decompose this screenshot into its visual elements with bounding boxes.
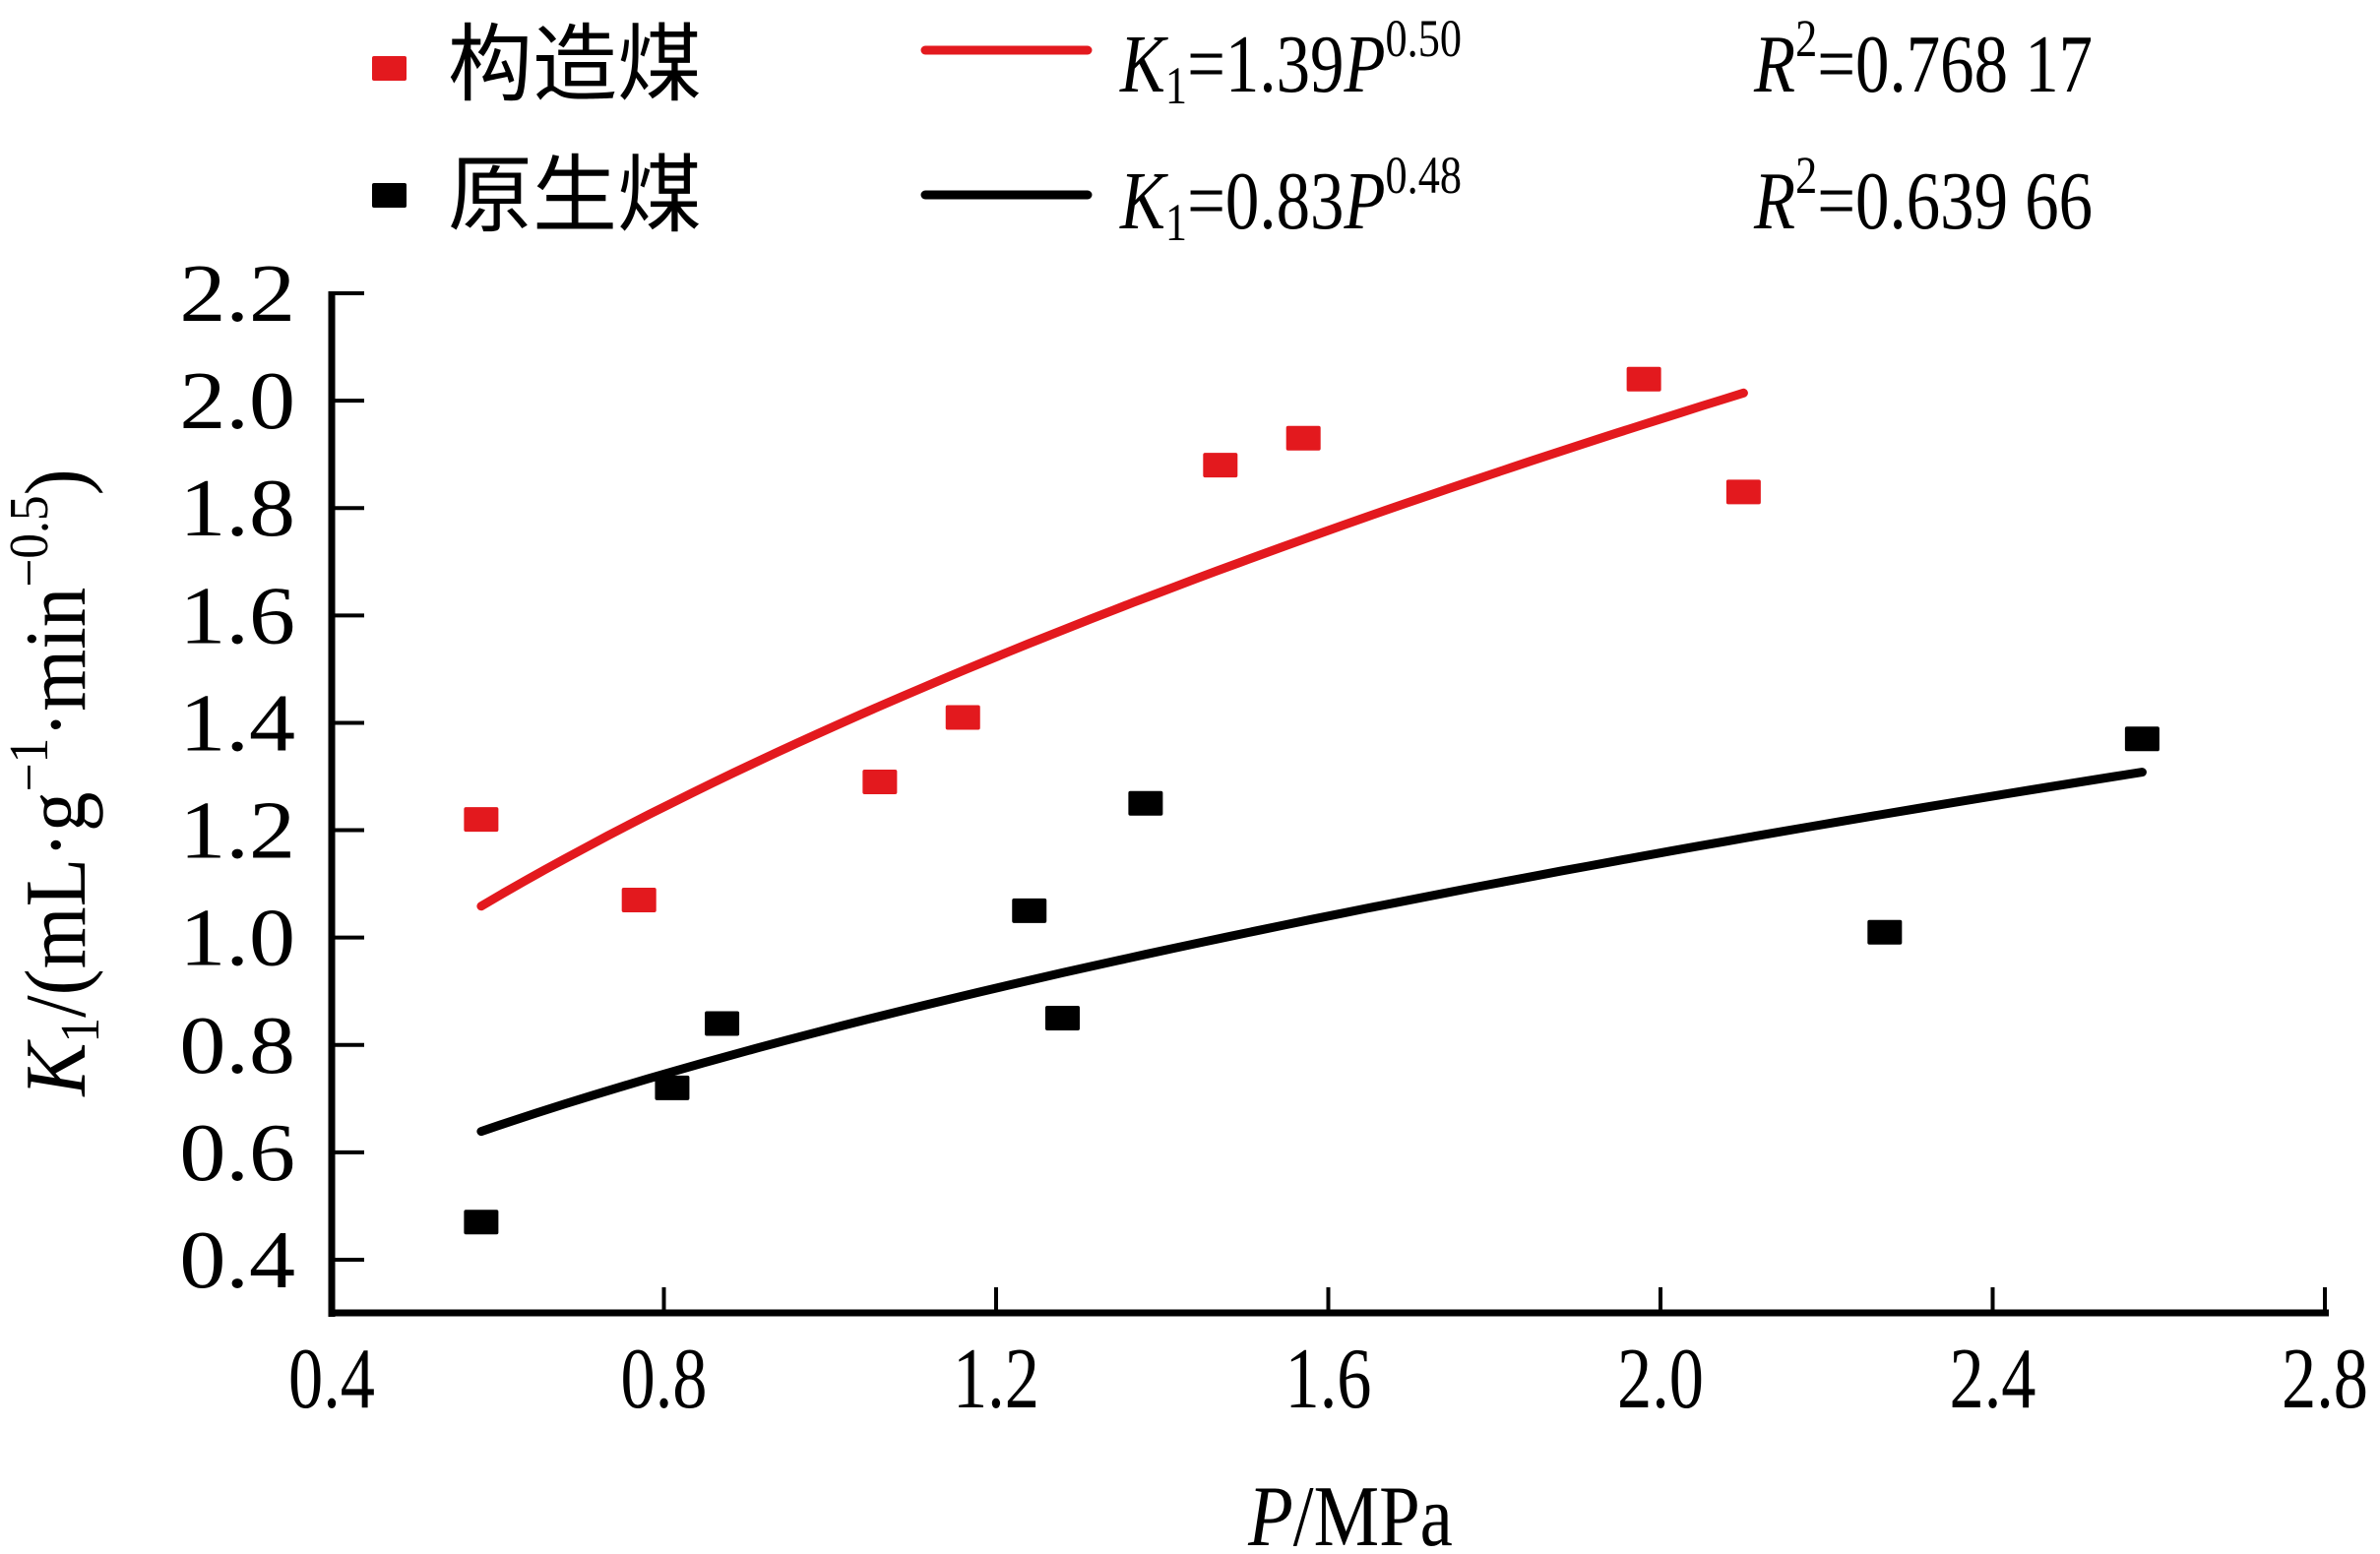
y-tick-label: 2.2 (179, 249, 295, 340)
data-point-tectonic-coal (1285, 425, 1321, 451)
x-tick-label: 1.6 (1285, 1332, 1372, 1427)
y-axis-title-sub: 1 (49, 1018, 110, 1043)
r2-eq: = (1817, 155, 1855, 247)
data-point-tectonic-coal (1626, 366, 1661, 392)
data-point-primary-coal (1012, 898, 1047, 923)
x-axis-title-unit: /MPa (1293, 1467, 1453, 1554)
eq-k: K (1119, 19, 1168, 110)
data-point-tectonic-coal (464, 807, 499, 833)
y-axis-title: K1/(mL·g−1·min−0.5) (0, 468, 110, 1096)
data-point-primary-coal (705, 1011, 740, 1036)
data-point-primary-coal (655, 1075, 690, 1100)
eq-k: K (1119, 155, 1168, 247)
eq-k-sub: 1 (1165, 56, 1187, 115)
eq-p: P (1344, 19, 1386, 110)
x-tick-label: 0.8 (621, 1332, 708, 1427)
y-tick-label: 1.0 (179, 893, 295, 983)
x-tick-label: 2.4 (1950, 1332, 2036, 1427)
y-ticks: 0.4 0.6 0.8 1.0 1.2 1.4 1.6 1.8 2.0 2.2 (179, 249, 364, 1306)
data-point-primary-coal (1128, 790, 1163, 816)
legend-marker-primary-coal (372, 183, 407, 208)
eq-p: P (1344, 155, 1386, 247)
fit-equation-primary-coal: K1=0.83P0.48 (1119, 146, 1462, 252)
fit-curve-primary-coal (476, 768, 2147, 1137)
y-tick-label: 2.0 (179, 356, 295, 447)
y-tick-label: 0.8 (179, 1000, 295, 1090)
y-tick-label: 0.4 (179, 1215, 295, 1306)
legend-marker-tectonic-coal (372, 56, 407, 81)
eq-coef: 1.39 (1225, 19, 1345, 110)
eq-coef: 0.83 (1225, 155, 1345, 247)
data-point-tectonic-coal (862, 769, 898, 794)
data-point-tectonic-coal (1203, 453, 1238, 478)
x-tick-label: 2.8 (2282, 1332, 2368, 1427)
y-tick-label: 1.2 (179, 785, 295, 876)
y-axis-title-sup-b: −0.5 (0, 495, 59, 587)
x-ticks: 0.4 0.8 1.2 1.6 2.0 2.4 2.8 (288, 1287, 2368, 1427)
y-tick-label: 0.6 (179, 1107, 295, 1198)
y-axis-title-close: ) (9, 468, 104, 495)
axes: 0.4 0.6 0.8 1.0 1.2 1.4 1.6 1.8 2.0 2.2 0.4 0.8 1.2… (179, 249, 2368, 1427)
x-tick-label: 1.2 (953, 1332, 1039, 1427)
legend-label-primary-coal: 原生煤 (448, 149, 702, 243)
fit-curves (476, 388, 2147, 1137)
data-point-primary-coal (1867, 919, 1903, 945)
legend: 构造煤 K1=1.39P0.50 R2=0.768 17 原生煤 K1=0.83… (372, 9, 2093, 252)
legend-item-primary-coal: 原生煤 K1=0.83P0.48 R2=0.639 66 (372, 146, 2093, 252)
data-point-tectonic-coal (1725, 479, 1761, 505)
fit-curve-tectonic-coal (476, 388, 1748, 911)
x-axis-title-var: P (1247, 1467, 1293, 1554)
r2-sup: 2 (1795, 9, 1817, 68)
y-axis-title-var: K (9, 1038, 104, 1096)
data-point-primary-coal (2124, 726, 2160, 752)
y-tick-label: 1.6 (179, 571, 295, 661)
x-axis-title: P/MPa (1247, 1467, 1453, 1554)
x-tick-label: 0.4 (288, 1332, 375, 1427)
eq-eq: = (1187, 155, 1225, 247)
y-axis-title-unit-b: ·min (9, 588, 104, 738)
r2-sup: 2 (1795, 146, 1817, 205)
data-point-primary-coal (1045, 1006, 1080, 1030)
r2-r: R (1753, 19, 1795, 110)
data-points (464, 366, 2160, 1235)
y-axis-title-unit-a: /(mL·g (9, 792, 104, 1018)
x-tick-label: 2.0 (1617, 1332, 1704, 1427)
legend-item-tectonic-coal: 构造煤 K1=1.39P0.50 R2=0.768 17 (372, 9, 2093, 115)
fit-equation-tectonic-coal: K1=1.39P0.50 (1119, 9, 1462, 115)
data-point-tectonic-coal (621, 887, 657, 912)
r2-r: R (1753, 155, 1795, 247)
eq-exp: 0.50 (1386, 9, 1462, 68)
r2-value: 0.639 66 (1855, 155, 2093, 247)
eq-exp: 0.48 (1386, 146, 1462, 205)
data-point-primary-coal (464, 1210, 499, 1235)
r2-primary-coal: R2=0.639 66 (1753, 146, 2093, 247)
r2-tectonic-coal: R2=0.768 17 (1753, 9, 2093, 110)
r2-eq: = (1817, 19, 1855, 110)
legend-label-tectonic-coal: 构造煤 (448, 18, 702, 112)
y-tick-label: 1.8 (179, 464, 295, 554)
r2-value: 0.768 17 (1855, 19, 2093, 110)
eq-eq: = (1187, 19, 1225, 110)
eq-k-sub: 1 (1165, 193, 1187, 252)
data-point-tectonic-coal (945, 705, 980, 730)
y-axis-title-sup-a: −1 (0, 738, 59, 792)
y-tick-label: 1.4 (179, 678, 295, 769)
